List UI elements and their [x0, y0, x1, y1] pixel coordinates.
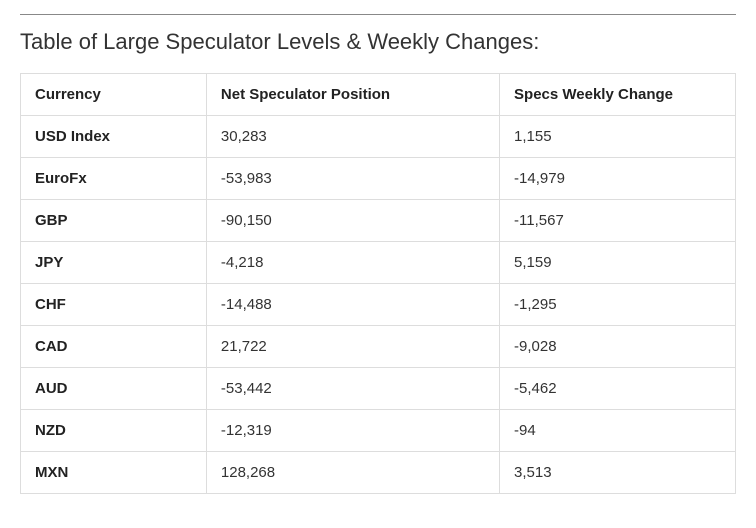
cell-position: -90,150	[206, 200, 499, 242]
cell-position: 128,268	[206, 452, 499, 494]
cell-change: -9,028	[500, 326, 736, 368]
cell-position: 21,722	[206, 326, 499, 368]
page-container: Table of Large Speculator Levels & Weekl…	[0, 0, 756, 514]
table-row: JPY-4,2185,159	[21, 242, 736, 284]
table-body: USD Index30,2831,155EuroFx-53,983-14,979…	[21, 116, 736, 494]
cell-change: 1,155	[500, 116, 736, 158]
cell-currency: USD Index	[21, 116, 207, 158]
cell-change: 3,513	[500, 452, 736, 494]
cell-currency: CAD	[21, 326, 207, 368]
table-row: GBP-90,150-11,567	[21, 200, 736, 242]
col-header-change: Specs Weekly Change	[500, 74, 736, 116]
cell-change: -14,979	[500, 158, 736, 200]
cell-currency: MXN	[21, 452, 207, 494]
table-row: MXN128,2683,513	[21, 452, 736, 494]
speculator-table: Currency Net Speculator Position Specs W…	[20, 73, 736, 494]
cell-position: -14,488	[206, 284, 499, 326]
top-divider	[20, 14, 736, 15]
col-header-position: Net Speculator Position	[206, 74, 499, 116]
table-row: CHF-14,488-1,295	[21, 284, 736, 326]
cell-currency: JPY	[21, 242, 207, 284]
cell-position: -12,319	[206, 410, 499, 452]
cell-change: -94	[500, 410, 736, 452]
table-header-row: Currency Net Speculator Position Specs W…	[21, 74, 736, 116]
cell-currency: GBP	[21, 200, 207, 242]
cell-change: -11,567	[500, 200, 736, 242]
cell-currency: AUD	[21, 368, 207, 410]
cell-position: 30,283	[206, 116, 499, 158]
cell-change: 5,159	[500, 242, 736, 284]
cell-currency: NZD	[21, 410, 207, 452]
cell-change: -5,462	[500, 368, 736, 410]
cell-position: -4,218	[206, 242, 499, 284]
table-row: AUD-53,442-5,462	[21, 368, 736, 410]
table-row: EuroFx-53,983-14,979	[21, 158, 736, 200]
table-row: CAD21,722-9,028	[21, 326, 736, 368]
table-head: Currency Net Speculator Position Specs W…	[21, 74, 736, 116]
table-row: USD Index30,2831,155	[21, 116, 736, 158]
cell-position: -53,442	[206, 368, 499, 410]
table-row: NZD-12,319-94	[21, 410, 736, 452]
col-header-currency: Currency	[21, 74, 207, 116]
cell-currency: EuroFx	[21, 158, 207, 200]
cell-position: -53,983	[206, 158, 499, 200]
cell-currency: CHF	[21, 284, 207, 326]
page-title: Table of Large Speculator Levels & Weekl…	[20, 29, 736, 55]
cell-change: -1,295	[500, 284, 736, 326]
